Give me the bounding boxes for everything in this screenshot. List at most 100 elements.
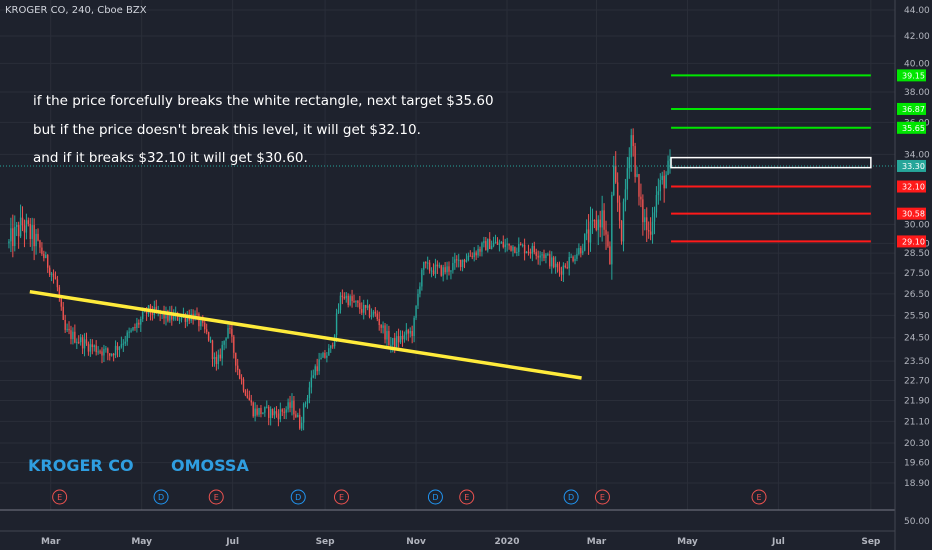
annotation-line-2: but if the price doesn't break this leve… — [33, 122, 421, 138]
candle-body — [262, 412, 264, 414]
price-axis[interactable]: 44.0042.0040.0038.0036.0034.0030.0029.00… — [894, 0, 932, 550]
candle-body — [349, 296, 351, 305]
price-tick-label: 30.00 — [904, 220, 930, 230]
price-tick-label: 25.50 — [904, 311, 930, 321]
candle-body — [411, 330, 413, 337]
candle-body — [47, 255, 49, 268]
candle-body — [585, 229, 588, 234]
annotation-line-3: and if it breaks $32.10 it will get $30.… — [33, 150, 308, 166]
candle-body — [41, 247, 43, 254]
candle-body — [136, 322, 138, 328]
candle-body — [83, 339, 86, 349]
candle-body — [289, 402, 291, 408]
candle-body — [87, 343, 90, 352]
candle-body — [378, 318, 380, 326]
candle-body — [562, 265, 565, 275]
level-tag-label: 29.10 — [902, 237, 925, 246]
candle-body — [186, 315, 188, 322]
candle-body — [207, 332, 210, 341]
candle-body — [304, 403, 307, 405]
candle-body — [209, 340, 212, 342]
candle-body — [112, 353, 115, 356]
time-tick-label: Mar — [587, 537, 607, 547]
candle-body — [446, 266, 448, 273]
candle-body — [359, 302, 361, 310]
candle-body — [68, 328, 70, 331]
candle-body — [287, 402, 289, 410]
candle-body — [432, 270, 435, 274]
candle-body — [299, 414, 301, 429]
candle-body — [27, 220, 30, 224]
candle-body — [140, 318, 142, 325]
candle-body — [99, 351, 101, 353]
candle-body — [636, 174, 638, 177]
event-label: D — [568, 493, 574, 502]
candle-body — [58, 287, 61, 298]
candle-body — [248, 397, 251, 401]
candle-body — [17, 224, 20, 237]
time-axis[interactable]: Mar May Jul Sep Nov 2020 Mar May Jul Sep — [0, 530, 895, 547]
candle-body — [520, 244, 522, 246]
dividend-event-icon[interactable] — [427, 489, 443, 505]
dividend-event-icon[interactable] — [563, 489, 579, 505]
candle-body — [492, 242, 495, 246]
earnings-event-icon[interactable] — [459, 489, 475, 505]
level-tag-label: 39.15 — [902, 71, 925, 80]
candle-body — [72, 331, 74, 339]
price-tick-label: 18.90 — [904, 479, 930, 489]
candle-body — [459, 259, 462, 267]
breakout-rectangle[interactable] — [670, 156, 872, 169]
candle-body — [630, 135, 632, 158]
earnings-event-icon[interactable] — [52, 489, 68, 505]
candle-body — [556, 263, 559, 268]
candle-body — [60, 297, 62, 307]
candle-body — [620, 220, 623, 242]
candle-body — [512, 246, 514, 251]
earnings-event-icon[interactable] — [594, 489, 610, 505]
candle-body — [200, 320, 202, 327]
candle-body — [291, 400, 293, 408]
candle-body — [521, 244, 524, 246]
price-tick-label: 20.30 — [904, 439, 930, 449]
candle-body — [357, 301, 359, 303]
candle-body — [514, 246, 516, 253]
candle-body — [56, 279, 59, 288]
earnings-event-icon[interactable] — [208, 489, 224, 505]
candle-body — [211, 340, 214, 360]
candle-body — [173, 314, 175, 320]
candle-body — [665, 174, 667, 189]
candle-body — [244, 390, 247, 396]
candle-body — [506, 243, 508, 245]
candle-body — [310, 377, 313, 388]
candle-body — [109, 353, 111, 356]
candle-body — [440, 265, 442, 276]
price-axis-bg — [895, 0, 932, 550]
dividend-event-icon[interactable] — [153, 489, 169, 505]
candle-body — [386, 331, 388, 340]
candle-body — [554, 263, 557, 268]
candle-body — [605, 229, 607, 235]
candle-body — [419, 286, 421, 294]
earnings-event-icon[interactable] — [333, 489, 349, 505]
candle-body — [221, 344, 223, 359]
candle-body — [469, 255, 472, 257]
candle-body — [198, 313, 200, 327]
candle-body — [240, 378, 243, 380]
candle-body — [452, 262, 454, 271]
dividend-event-icon[interactable] — [290, 489, 306, 505]
candle-body — [101, 351, 103, 356]
candle-body — [242, 379, 245, 391]
candle-body — [558, 267, 561, 272]
yellow-trendline[interactable] — [29, 289, 582, 380]
candle-body — [343, 296, 346, 299]
candle-body — [103, 348, 105, 356]
earnings-event-icon[interactable] — [751, 489, 767, 505]
candle-body — [277, 413, 280, 420]
candle-body — [390, 344, 392, 346]
candle-body — [184, 314, 187, 322]
candle-body — [426, 262, 429, 264]
candle-body — [128, 331, 130, 333]
event-label: E — [600, 493, 605, 502]
candle-body — [33, 225, 35, 247]
